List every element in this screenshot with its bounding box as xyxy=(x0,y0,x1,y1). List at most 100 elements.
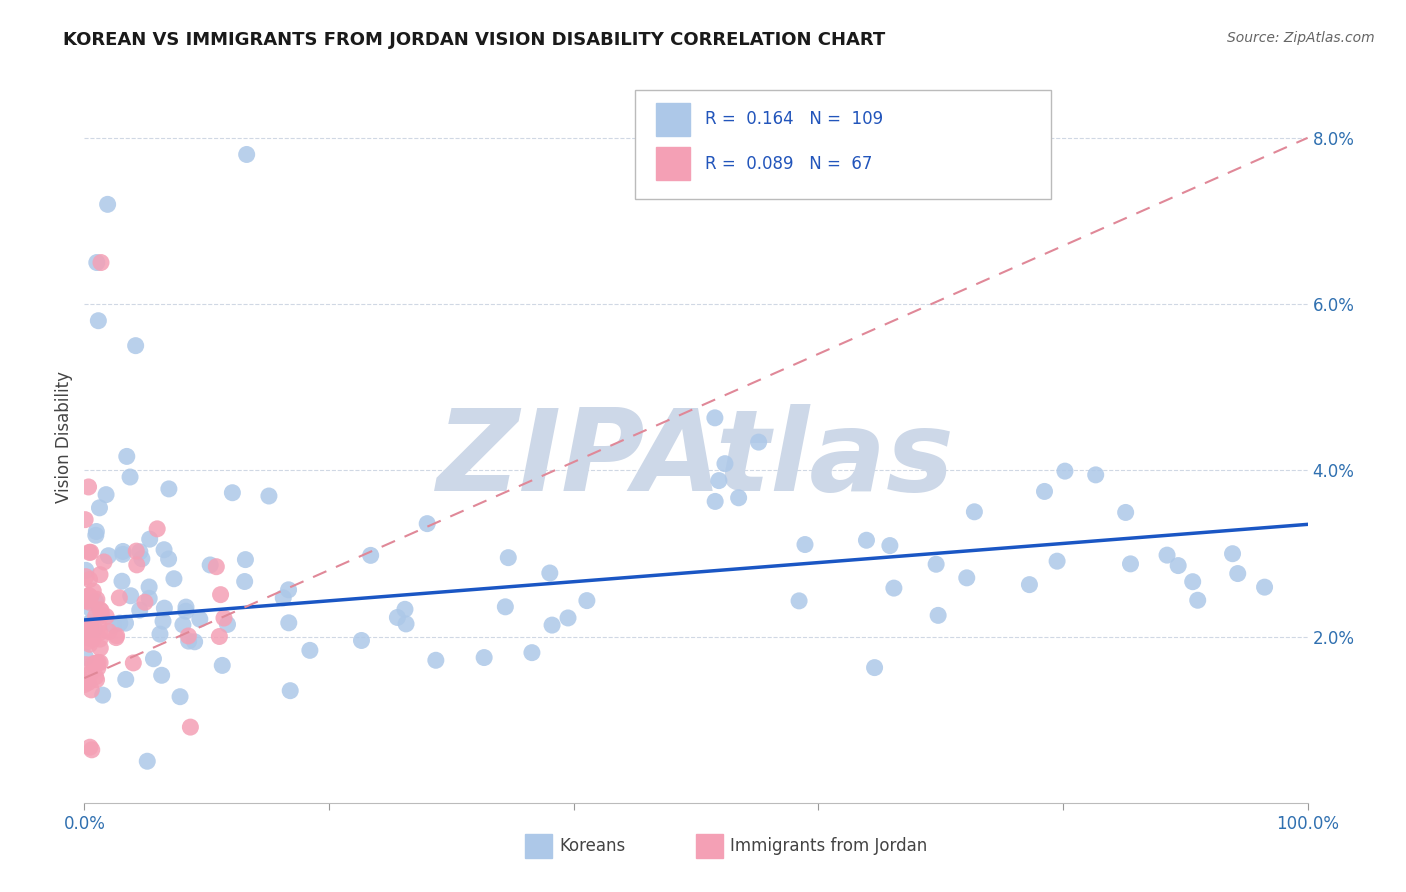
Point xyxy=(84,670,107,684)
Point xyxy=(79,637,101,651)
Point xyxy=(84,609,107,624)
Point xyxy=(87,618,110,632)
Point xyxy=(76,594,98,608)
Point xyxy=(84,594,107,608)
Point xyxy=(97,549,120,563)
Point xyxy=(1222,547,1244,561)
Point xyxy=(84,528,107,542)
Point xyxy=(111,574,134,589)
Point xyxy=(77,634,100,648)
Point xyxy=(1115,505,1137,519)
FancyBboxPatch shape xyxy=(696,834,723,858)
Point xyxy=(75,620,97,634)
Text: Koreans: Koreans xyxy=(560,837,626,855)
Point xyxy=(96,609,118,624)
Point xyxy=(80,602,103,616)
Point xyxy=(472,650,495,665)
Point xyxy=(271,591,294,605)
Point xyxy=(111,544,134,558)
Point xyxy=(1046,554,1069,568)
Point xyxy=(498,550,520,565)
Point xyxy=(172,617,194,632)
Point xyxy=(87,656,110,670)
Point xyxy=(703,410,725,425)
Point xyxy=(1018,577,1040,591)
Point xyxy=(925,558,948,572)
Point xyxy=(73,677,96,691)
Point xyxy=(138,532,160,546)
Text: R =  0.089   N =  67: R = 0.089 N = 67 xyxy=(704,154,872,172)
Point xyxy=(179,720,201,734)
Point xyxy=(76,590,98,604)
Point xyxy=(855,533,877,548)
Point xyxy=(75,569,97,583)
Point xyxy=(235,552,257,566)
Point xyxy=(394,602,416,616)
Point xyxy=(89,567,111,582)
Point xyxy=(86,673,108,687)
Point xyxy=(177,634,200,648)
Point xyxy=(152,614,174,628)
Point xyxy=(122,656,145,670)
Point xyxy=(174,604,197,618)
Text: ZIPAtlas: ZIPAtlas xyxy=(437,403,955,515)
Point xyxy=(80,665,103,680)
Point xyxy=(86,524,108,539)
Point xyxy=(149,627,172,641)
Point xyxy=(863,660,886,674)
Point xyxy=(83,622,105,636)
Point xyxy=(963,505,986,519)
Point xyxy=(103,618,125,632)
Point xyxy=(115,450,138,464)
Y-axis label: Vision Disability: Vision Disability xyxy=(55,371,73,503)
Point xyxy=(575,593,598,607)
Point xyxy=(138,580,160,594)
Point xyxy=(105,631,128,645)
Point xyxy=(90,608,112,623)
Text: Immigrants from Jordan: Immigrants from Jordan xyxy=(730,837,928,855)
Point xyxy=(118,470,141,484)
Point xyxy=(75,630,97,644)
Point xyxy=(235,147,257,161)
Point xyxy=(153,542,176,557)
Point xyxy=(883,581,905,595)
Point xyxy=(75,593,97,607)
Text: KOREAN VS IMMIGRANTS FROM JORDAN VISION DISABILITY CORRELATION CHART: KOREAN VS IMMIGRANTS FROM JORDAN VISION … xyxy=(63,31,886,49)
Point xyxy=(177,629,200,643)
Point xyxy=(188,612,211,626)
Point xyxy=(787,594,810,608)
Point xyxy=(77,622,100,636)
Point xyxy=(257,489,280,503)
Point xyxy=(1226,566,1249,581)
Point xyxy=(704,494,727,508)
Point xyxy=(748,435,770,450)
Point xyxy=(233,574,256,589)
Point xyxy=(97,624,120,639)
Point xyxy=(557,611,579,625)
Point xyxy=(146,522,169,536)
Point xyxy=(128,545,150,559)
Point xyxy=(277,615,299,630)
Point xyxy=(1156,548,1178,562)
Point xyxy=(124,338,146,352)
Point xyxy=(79,740,101,755)
Point xyxy=(114,673,136,687)
Point xyxy=(125,558,148,572)
Point xyxy=(77,675,100,690)
Point xyxy=(211,658,233,673)
Point xyxy=(128,603,150,617)
Point xyxy=(350,633,373,648)
Point xyxy=(425,653,447,667)
Point xyxy=(87,314,110,328)
Point xyxy=(89,602,111,616)
Point xyxy=(89,632,111,646)
Point xyxy=(75,650,97,665)
Point xyxy=(298,643,321,657)
Point xyxy=(77,480,100,494)
Point xyxy=(169,690,191,704)
Text: R =  0.164   N =  109: R = 0.164 N = 109 xyxy=(704,111,883,128)
Point xyxy=(94,488,117,502)
Point xyxy=(1084,467,1107,482)
Point xyxy=(209,588,232,602)
Point xyxy=(79,573,101,587)
